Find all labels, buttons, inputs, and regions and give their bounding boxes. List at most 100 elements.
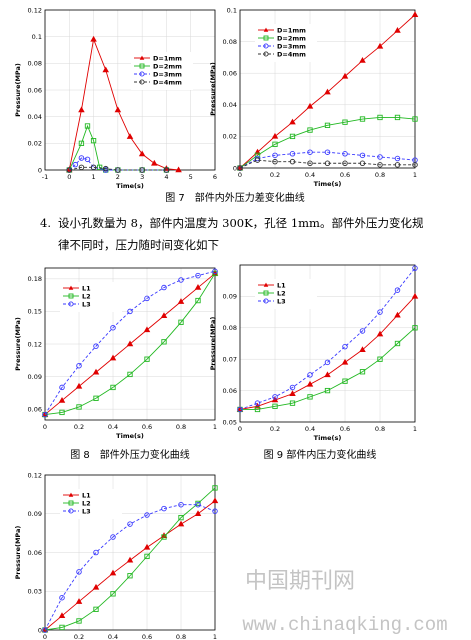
y-tick-label: 0.06 [28, 405, 42, 413]
plot-frame [44, 474, 216, 631]
legend-marker [68, 293, 74, 299]
marker [237, 165, 243, 171]
marker [272, 152, 278, 159]
x-tick-label: 1 [92, 173, 96, 181]
y-tick-label: 0.09 [28, 510, 42, 518]
x-tick-label: 1 [413, 425, 417, 433]
x-tick-label: 0 [67, 173, 71, 181]
legend-marker [263, 298, 269, 304]
x-tick-label: 0.4 [305, 171, 315, 179]
marker [75, 598, 83, 604]
y-tick-label: 0.06 [28, 549, 42, 557]
caption: 图 7 部件内外压力差变化曲线 [165, 191, 305, 204]
marker [195, 297, 201, 304]
marker [411, 11, 419, 17]
legend-label: L1 [82, 284, 91, 292]
y-tick-label: 0.15 [28, 308, 42, 316]
marker [126, 340, 134, 347]
legend-label: D=1mm [277, 26, 306, 34]
x-tick-label: 2 [116, 173, 120, 181]
legend-marker [263, 27, 269, 32]
y-tick-label: 0.08 [28, 60, 42, 68]
marker [127, 573, 133, 579]
marker [161, 284, 167, 291]
legend-marker [263, 51, 269, 57]
y-tick-label: 0.07 [223, 356, 237, 364]
marker [289, 384, 296, 391]
legend-label: D=3mm [277, 42, 306, 50]
marker [138, 150, 146, 157]
marker [84, 156, 91, 163]
legend-label: L2 [82, 292, 91, 300]
marker [411, 292, 419, 299]
marker [376, 330, 384, 337]
series-line [239, 151, 416, 169]
marker [359, 152, 366, 159]
y-tick-label: 0.09 [28, 373, 42, 381]
x-axis-label: Time(s) [116, 432, 144, 440]
x-tick-label: 0.8 [375, 171, 385, 179]
marker [110, 591, 116, 597]
marker [90, 164, 97, 171]
x-tick-label: 0.6 [340, 425, 350, 433]
marker [359, 328, 366, 334]
x-tick-label: 4 [164, 173, 168, 181]
marker [254, 400, 261, 406]
chart: 0 0.2 0.4 0.6 0.8 1 0.06 0.09 0.12 0.15 0.18 Time(s… [14, 267, 219, 440]
y-tick-label: 0.05 [223, 418, 237, 426]
marker [307, 372, 313, 378]
y-tick-label: 0.18 [28, 275, 42, 283]
y-tick-label: 0.03 [28, 588, 42, 596]
marker [143, 543, 151, 550]
marker [161, 505, 167, 512]
legend-label: D=3mm [153, 70, 182, 78]
marker [195, 272, 201, 279]
marker [93, 343, 99, 349]
marker [110, 384, 116, 391]
x-tick-label: 0.4 [305, 425, 315, 433]
marker [84, 123, 91, 129]
marker [359, 160, 366, 167]
y-tick-label: 0.06 [28, 86, 42, 94]
marker [412, 116, 418, 122]
marker [78, 155, 85, 161]
marker [394, 155, 401, 162]
y-tick-label: 0.12 [28, 6, 42, 14]
marker [139, 167, 145, 173]
x-tick-label: 0 [238, 425, 242, 433]
marker [127, 521, 133, 527]
marker [412, 265, 418, 271]
marker [161, 534, 167, 540]
y-tick-label: 0.08 [223, 38, 237, 46]
marker [110, 324, 116, 331]
series-line [68, 37, 179, 171]
marker [127, 371, 133, 378]
marker [307, 127, 313, 133]
legend-marker [139, 79, 145, 85]
legend-marker [139, 63, 145, 69]
x-axis-label: Time(s) [314, 180, 342, 188]
marker [93, 549, 99, 556]
y-axis-label: Pressure(MPa) [14, 317, 22, 371]
marker [59, 594, 65, 601]
caption: 图 8 部件外压力变化曲线 [70, 448, 190, 461]
y-axis-label: Pressure(MPa) [14, 526, 22, 580]
marker [289, 400, 296, 406]
x-tick-label: 0.8 [176, 423, 186, 431]
x-tick-label: 1 [413, 171, 417, 179]
y-tick-label: 0.12 [28, 340, 42, 348]
marker [237, 406, 243, 413]
legend-label: D=2mm [277, 34, 306, 42]
series-line [44, 487, 216, 631]
marker [72, 161, 79, 168]
marker [194, 284, 202, 290]
legend-marker [68, 301, 74, 307]
marker [359, 57, 366, 63]
marker [178, 277, 184, 283]
x-tick-label: 0.2 [270, 171, 280, 179]
legend-marker [263, 43, 269, 49]
paragraph-number: 4. [40, 216, 51, 230]
x-tick-label: 0.6 [142, 633, 152, 640]
marker [342, 160, 348, 167]
marker [76, 618, 82, 624]
